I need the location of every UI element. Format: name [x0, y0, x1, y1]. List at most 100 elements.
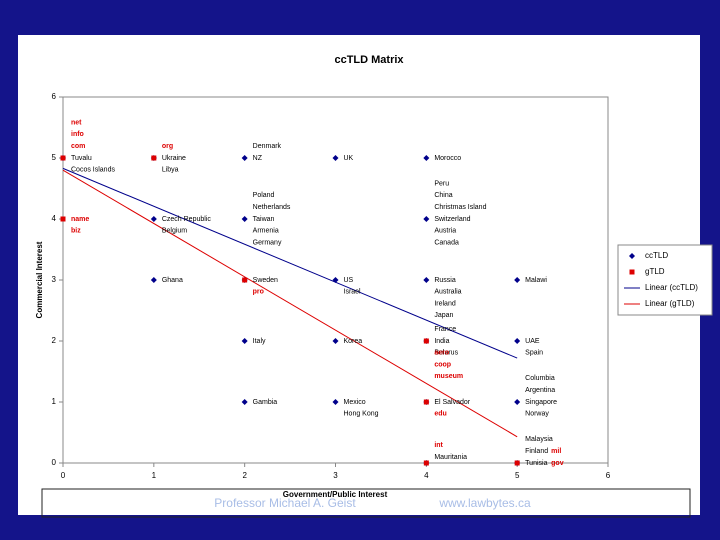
gtld-label: info — [71, 131, 84, 138]
country-label: Ireland — [434, 300, 456, 307]
country-label: UK — [344, 155, 354, 162]
gtld-point — [423, 399, 429, 405]
x-tick-label: 3 — [333, 471, 338, 480]
y-tick-label: 4 — [52, 214, 57, 223]
country-label: Czech Republic — [162, 216, 212, 223]
country-label: Taiwan — [253, 216, 275, 223]
legend-marker — [629, 269, 635, 275]
slide-body — [18, 35, 700, 515]
legend-marker — [629, 253, 635, 259]
gtld-label: net — [71, 119, 82, 126]
cctld-point — [241, 399, 248, 405]
country-label: Denmark — [253, 143, 282, 150]
legend-label: Linear (ccTLD) — [645, 283, 698, 292]
gtld-point — [242, 277, 248, 283]
country-label: Malawi — [525, 277, 547, 284]
cctld-point — [150, 216, 157, 222]
gtld-label: biz — [71, 228, 81, 235]
y-tick-label: 5 — [52, 153, 57, 162]
country-label: Malaysia — [525, 436, 553, 443]
x-tick-label: 5 — [515, 471, 520, 480]
country-label: NZ — [253, 155, 263, 162]
legend-label: gTLD — [645, 267, 665, 276]
gtld-label: pro — [253, 289, 264, 296]
footer-author: Professor Michael A. Geist — [214, 496, 356, 510]
x-tick-label: 2 — [242, 471, 247, 480]
country-label: US — [344, 277, 354, 284]
country-label: Morocco — [434, 155, 461, 162]
country-label: Japan — [434, 312, 453, 319]
country-label: Tunisia — [525, 460, 547, 467]
gtld-point — [423, 460, 429, 466]
footer-url: www.lawbytes.ca — [438, 496, 531, 510]
gtld-label: gov — [551, 460, 564, 467]
cctld-point — [423, 155, 430, 161]
country-label: Israel — [344, 289, 362, 296]
country-label: El Salvador — [434, 399, 470, 406]
chart-title: ccTLD Matrix — [334, 54, 404, 66]
country-label: Italy — [253, 338, 266, 345]
country-label: Columbia — [525, 375, 555, 382]
cctld-point — [332, 155, 339, 161]
country-label: Hong Kong — [344, 411, 379, 418]
cctld-point — [332, 277, 339, 283]
gtld-label: edu — [434, 411, 446, 418]
country-label: Mexico — [344, 399, 366, 406]
trendline — [62, 169, 518, 438]
country-label: India — [434, 338, 449, 345]
country-label: Poland — [253, 192, 275, 199]
x-tick-label: 0 — [61, 471, 66, 480]
cctld-point — [514, 399, 521, 405]
country-label: Mauritania — [434, 454, 467, 461]
country-label: China — [434, 192, 452, 199]
country-label: Netherlands — [253, 204, 291, 211]
gtld-label: int — [434, 442, 443, 449]
x-axis-label: Government/Public Interest — [283, 490, 388, 499]
gtld-point — [60, 155, 66, 161]
cctld-point — [241, 216, 248, 222]
y-tick-label: 1 — [52, 397, 57, 406]
cctld-point — [423, 216, 430, 222]
country-label: Korea — [344, 338, 363, 345]
x-tick-label: 4 — [424, 471, 429, 480]
country-label: Australia — [434, 289, 461, 296]
gtld-point — [423, 338, 429, 344]
country-label: Peru — [434, 180, 449, 187]
y-tick-label: 6 — [52, 92, 57, 101]
legend-label: Linear (gTLD) — [645, 299, 695, 308]
x-tick-label: 1 — [152, 471, 157, 480]
country-label: Cocos Islands — [71, 167, 115, 174]
country-label: Argentina — [525, 387, 555, 394]
country-label: Norway — [525, 411, 549, 418]
cctld-point — [332, 338, 339, 344]
country-label: Austria — [434, 228, 456, 235]
gtld-label: mil — [551, 448, 561, 455]
gtld-label: aero — [434, 350, 449, 357]
country-label: Gambia — [253, 399, 278, 406]
cctld-point — [514, 338, 521, 344]
country-label: Christmas Island — [434, 204, 486, 211]
country-label: Spain — [525, 350, 543, 357]
cctld-point — [150, 277, 157, 283]
country-label: Libya — [162, 167, 179, 174]
gtld-label: com — [71, 143, 85, 150]
x-tick-label: 6 — [606, 471, 611, 480]
country-label: Finland — [525, 448, 548, 455]
country-label: Ghana — [162, 277, 183, 284]
cctld-point — [241, 338, 248, 344]
country-label: Russia — [434, 277, 456, 284]
country-label: Canada — [434, 239, 459, 246]
cctld-point — [332, 399, 339, 405]
country-label: Tuvalu — [71, 155, 92, 162]
legend-box — [617, 244, 713, 316]
gtld-label: org — [162, 143, 173, 150]
gtld-label: museum — [434, 373, 463, 380]
gtld-label: name — [71, 216, 89, 223]
y-tick-label: 0 — [52, 458, 57, 467]
y-tick-label: 3 — [52, 275, 57, 284]
country-label: UAE — [525, 338, 540, 345]
gtld-label: coop — [434, 361, 451, 368]
gtld-point — [60, 216, 66, 222]
y-axis-label: Commercial Interest — [35, 241, 44, 318]
